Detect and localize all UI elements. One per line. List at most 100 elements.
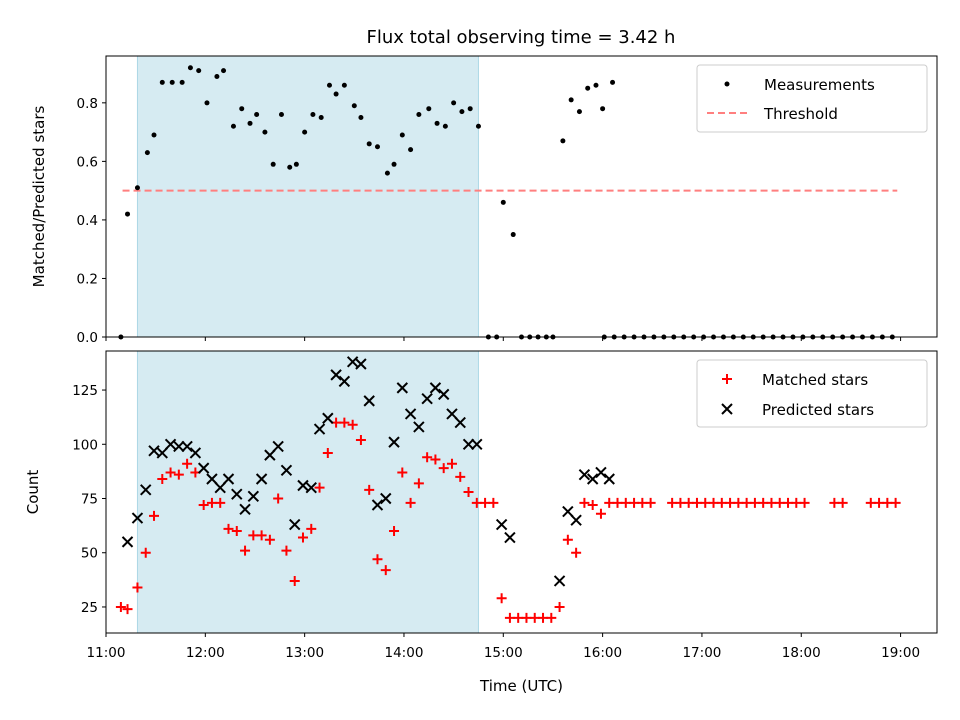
matched-point	[579, 497, 590, 508]
top-y-tick-label: 0.4	[77, 213, 98, 229]
matched-point	[314, 482, 325, 493]
measurement-point	[144, 150, 150, 156]
measurement-point	[568, 97, 574, 103]
measurement-point	[187, 65, 193, 71]
matched-point	[322, 447, 333, 458]
matched-point	[389, 526, 400, 537]
bottom-legend-box	[696, 359, 928, 428]
predicted-point	[272, 440, 284, 453]
chart-title: Flux total observing time = 3.42 h	[367, 27, 676, 48]
predicted-point	[454, 416, 466, 429]
bottom-y-tick-label: 50	[81, 546, 98, 562]
measurement-point	[333, 91, 339, 97]
matched-point	[430, 454, 441, 465]
predicted-point	[355, 358, 367, 370]
measurement-point	[326, 82, 332, 88]
predicted-point	[164, 438, 177, 450]
predicted-point	[586, 473, 599, 485]
legend-matched-symbol	[722, 374, 732, 384]
measurement-point	[254, 112, 260, 118]
measurement-point	[391, 161, 397, 167]
measurement-point	[467, 106, 473, 112]
measurement-point	[442, 123, 448, 129]
predicted-point	[413, 421, 425, 433]
x-tick-label: 13:00	[285, 645, 324, 661]
predicted-point	[562, 505, 574, 518]
matched-point	[122, 604, 133, 615]
matched-point	[140, 547, 151, 558]
bottom-x-axis: 11:00 12:00 13:00 14:00 15:00 16:00 17:00 18:00…	[87, 633, 920, 661]
measurement-point	[358, 114, 364, 120]
matched-point	[446, 458, 457, 469]
matched-point	[799, 497, 810, 508]
predicted-point	[404, 408, 417, 420]
bottom-y-tick-label: 125	[72, 383, 98, 399]
predicted-point	[322, 412, 334, 424]
predicted-point	[570, 514, 582, 526]
predicted-point	[462, 438, 475, 450]
predicted-point	[131, 512, 144, 524]
measurement-point	[179, 79, 185, 85]
matched-point	[297, 532, 308, 543]
predicted-point	[231, 488, 243, 500]
predicted-point	[553, 575, 566, 587]
top-y-tick-label: 0.8	[77, 96, 98, 112]
measurement-point	[287, 164, 293, 170]
measurement-point	[366, 141, 372, 147]
top-y-axis-label: Matched/Predicted stars	[30, 106, 48, 288]
legend-matched-label: Matched stars	[762, 371, 868, 389]
measurement-point	[293, 161, 299, 167]
matched-point	[306, 523, 317, 534]
measurement-point	[341, 82, 347, 88]
matched-point	[231, 526, 242, 537]
matched-point	[488, 497, 499, 508]
measurement-point	[475, 123, 481, 129]
top-y-tick-label: 0.0	[77, 330, 98, 346]
matched-point	[347, 419, 358, 430]
predicted-point	[495, 518, 508, 531]
matched-point	[132, 582, 143, 593]
predicted-point	[421, 393, 433, 405]
measurement-point	[384, 170, 390, 176]
top-y-axis: 0.0 0.2 0.4 0.6 0.8	[77, 96, 106, 346]
x-tick-label: 11:00	[87, 645, 126, 661]
predicted-point	[305, 481, 317, 494]
measurement-point	[230, 123, 236, 129]
predicted-point	[363, 395, 375, 407]
matched-point	[546, 612, 557, 623]
measurement-point	[351, 103, 357, 109]
top-legend-box	[696, 64, 928, 133]
x-axis-label: Time (UTC)	[479, 677, 563, 695]
measurement-point	[262, 129, 268, 135]
bottom-y-tick-label: 25	[81, 600, 98, 616]
measurement-point	[500, 199, 506, 205]
predicted-point	[239, 503, 251, 516]
measurement-point	[278, 112, 284, 118]
observing-span	[136, 55, 479, 338]
measurement-point	[451, 100, 457, 106]
matched-point	[890, 497, 901, 508]
predicted-point	[371, 499, 384, 511]
bottom-axes-frame	[105, 350, 938, 634]
predicted-point	[603, 473, 615, 485]
matched-point	[837, 497, 848, 508]
measurement-point	[426, 106, 432, 112]
matched-point	[240, 545, 251, 556]
matched-point	[397, 467, 408, 478]
matched-point	[364, 484, 375, 495]
legend-predicted-marker	[721, 403, 733, 415]
bottom-y-axis: 25 50 75 100 125	[72, 383, 106, 616]
top-legend: Measurements Threshold	[696, 64, 928, 133]
legend-predicted-label: Predicted stars	[762, 401, 874, 419]
measurement-point	[125, 211, 131, 217]
measurement-point	[560, 138, 566, 144]
measurement-point	[239, 106, 245, 112]
predicted-point	[140, 484, 152, 496]
matched-point	[587, 500, 598, 511]
predicted-point	[280, 464, 293, 477]
x-tick-label: 17:00	[682, 645, 721, 661]
predicted-point	[189, 447, 202, 459]
matched-point	[372, 554, 383, 565]
top-highlight-span	[136, 55, 479, 338]
